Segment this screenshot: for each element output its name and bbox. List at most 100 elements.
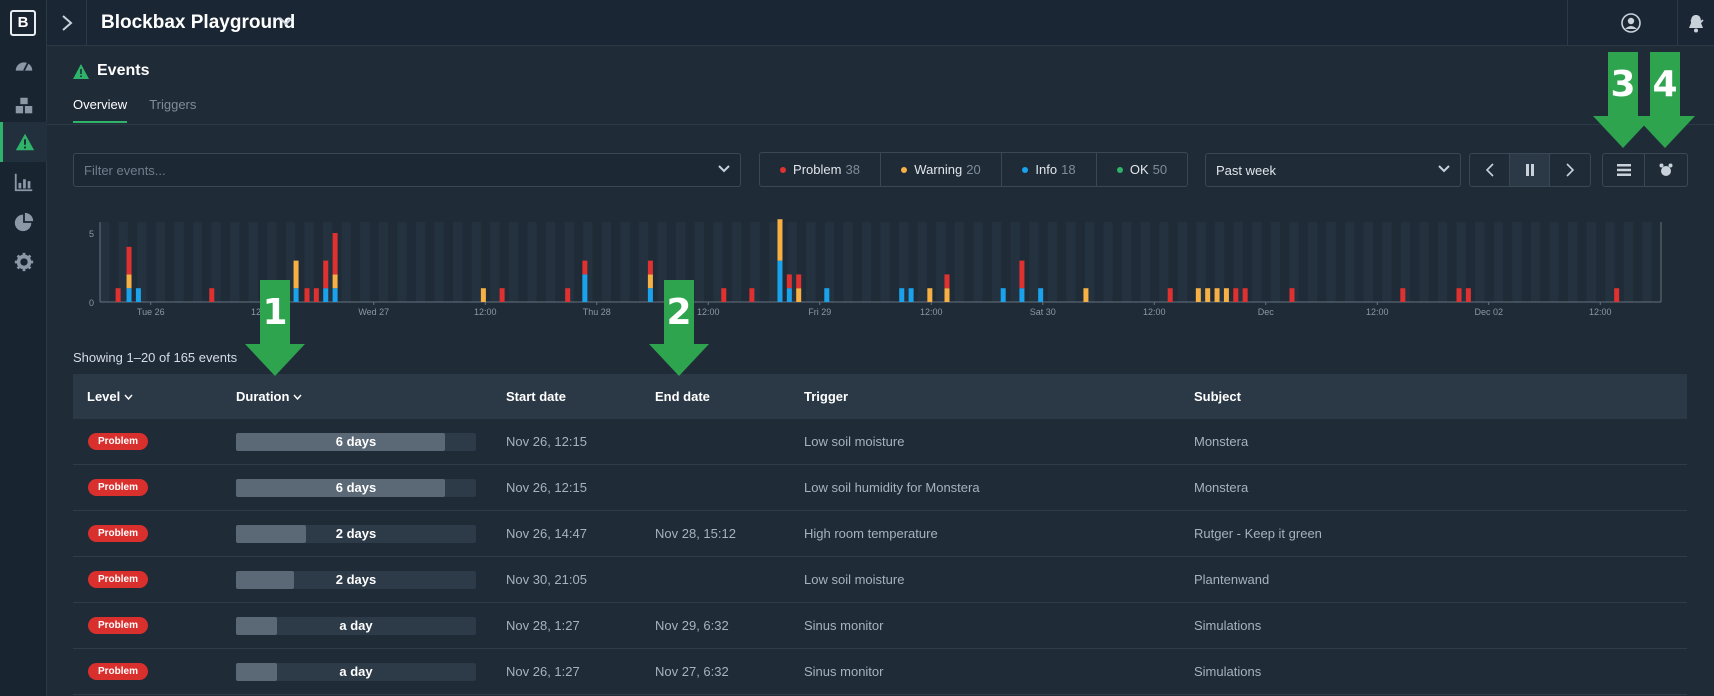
chart-stripe bbox=[248, 222, 258, 302]
level-filter-info[interactable]: Info 18 bbox=[1002, 153, 1097, 186]
bar-problem bbox=[209, 288, 215, 302]
pause-button[interactable] bbox=[1510, 154, 1550, 186]
nav-reports[interactable] bbox=[0, 202, 47, 242]
column-level[interactable]: Level bbox=[87, 389, 133, 404]
column-label: Level bbox=[87, 389, 121, 404]
table-row[interactable]: Problem 2 days Nov 30, 21:05 Low soil mo… bbox=[73, 557, 1687, 603]
duration-bar: 2 days bbox=[236, 525, 476, 543]
chart-stripe bbox=[137, 222, 147, 302]
annotation-number: 3 bbox=[1610, 64, 1635, 105]
list-view-button[interactable] bbox=[1603, 154, 1645, 186]
level-count: 20 bbox=[966, 162, 981, 177]
level-filter-ok[interactable]: OK 50 bbox=[1097, 153, 1187, 186]
end-date: Nov 28, 15:12 bbox=[655, 526, 736, 541]
list-icon bbox=[1616, 164, 1631, 176]
bar-warning bbox=[480, 288, 486, 302]
duration-bar-fill bbox=[236, 617, 277, 635]
annotation-arrow-1: 1 bbox=[245, 280, 305, 376]
filter-events-input[interactable]: Filter events... bbox=[73, 153, 741, 187]
chart-stripe bbox=[899, 222, 909, 302]
previous-period-button[interactable] bbox=[1470, 154, 1510, 186]
chevron-left-icon bbox=[1485, 163, 1494, 177]
chart-stripe bbox=[285, 222, 296, 302]
level-filter-problem[interactable]: Problem 38 bbox=[760, 153, 881, 186]
column-label: Duration bbox=[236, 389, 290, 404]
column-duration[interactable]: Duration bbox=[236, 389, 302, 404]
alarm-view-button[interactable] bbox=[1645, 154, 1687, 186]
start-date: Nov 26, 12:15 bbox=[506, 480, 587, 495]
nav-metrics[interactable] bbox=[0, 162, 47, 202]
subject-name: Rutger - Keep it green bbox=[1194, 526, 1322, 541]
chart-stripe bbox=[1010, 222, 1020, 302]
chart-stripe bbox=[564, 222, 574, 302]
notifications-button[interactable] bbox=[1677, 0, 1714, 46]
bar-warning bbox=[1214, 288, 1220, 302]
nav-subjects[interactable] bbox=[0, 86, 47, 126]
next-period-button[interactable] bbox=[1550, 154, 1590, 186]
table-row[interactable]: Problem 6 days Nov 26, 12:15 Low soil mo… bbox=[73, 419, 1687, 465]
nav-events[interactable] bbox=[0, 122, 47, 162]
chart-stripe bbox=[601, 222, 612, 302]
user-menu[interactable] bbox=[1567, 0, 1704, 46]
blockbax-logo[interactable]: B bbox=[10, 10, 36, 36]
trigger-name: Low soil moisture bbox=[804, 434, 905, 449]
expand-sidebar-button[interactable] bbox=[47, 0, 87, 46]
column-start-date[interactable]: Start date bbox=[506, 389, 566, 404]
duration-label: 2 days bbox=[335, 526, 377, 541]
chart-stripe bbox=[1493, 222, 1504, 302]
start-date: Nov 26, 1:27 bbox=[506, 664, 580, 679]
duration-bar: 6 days bbox=[236, 479, 476, 497]
chart-stripe bbox=[1196, 222, 1206, 302]
column-subject[interactable]: Subject bbox=[1194, 389, 1241, 404]
nav-dashboards[interactable] bbox=[0, 46, 47, 86]
bar-warning bbox=[293, 260, 299, 289]
annotation-number: 2 bbox=[666, 292, 691, 333]
chart-stripe bbox=[527, 222, 537, 302]
chart-stripe bbox=[1326, 222, 1336, 302]
chart-stripe bbox=[1382, 222, 1392, 302]
start-date: Nov 26, 12:15 bbox=[506, 434, 587, 449]
table-header: Level Duration Start date End date Trigg… bbox=[73, 374, 1687, 419]
chart-stripe bbox=[936, 222, 946, 302]
sidebar: B bbox=[0, 0, 47, 696]
chart-stripe bbox=[1400, 222, 1411, 302]
chart-stripe bbox=[583, 222, 593, 302]
bar-problem bbox=[1019, 260, 1025, 289]
chart-stripe bbox=[1029, 222, 1039, 302]
warning-triangle-icon bbox=[73, 63, 89, 79]
bar-problem bbox=[115, 288, 121, 302]
chevron-down-icon bbox=[1438, 165, 1450, 173]
nav-settings[interactable] bbox=[0, 242, 47, 282]
bar-info bbox=[332, 288, 338, 302]
x-tick-label: 12:00 bbox=[1143, 307, 1166, 317]
chart-stripe bbox=[304, 222, 314, 302]
y-tick-label: 5 bbox=[89, 229, 94, 239]
chart-stripe bbox=[1419, 222, 1429, 302]
bar-problem bbox=[721, 288, 727, 302]
table-row[interactable]: Problem 6 days Nov 26, 12:15 Low soil hu… bbox=[73, 465, 1687, 511]
table-row[interactable]: Problem a day Nov 28, 1:27 Nov 29, 6:32 … bbox=[73, 603, 1687, 649]
trigger-name: High room temperature bbox=[804, 526, 938, 541]
bar-info bbox=[1000, 288, 1006, 302]
level-filter-warning[interactable]: Warning 20 bbox=[881, 153, 1002, 186]
header-divider bbox=[47, 124, 1714, 125]
table-row[interactable]: Problem 2 days Nov 26, 14:47 Nov 28, 15:… bbox=[73, 511, 1687, 557]
view-options-group bbox=[1602, 153, 1688, 187]
bar-info bbox=[647, 288, 653, 302]
bar-info bbox=[135, 288, 141, 302]
tab-triggers[interactable]: Triggers bbox=[149, 97, 197, 112]
column-label: Trigger bbox=[804, 389, 849, 404]
time-range-select[interactable]: Past week bbox=[1205, 153, 1461, 187]
x-tick-label: 12:00 bbox=[1366, 307, 1389, 317]
tab-overview[interactable]: Overview bbox=[73, 97, 128, 123]
chevron-down-icon[interactable] bbox=[279, 16, 293, 26]
column-end-date[interactable]: End date bbox=[655, 389, 710, 404]
chart-stripe bbox=[453, 222, 463, 302]
table-row[interactable]: Problem a day Nov 26, 1:27 Nov 27, 6:32 … bbox=[73, 649, 1687, 695]
chart-stripe bbox=[638, 222, 649, 302]
project-title[interactable]: Blockbax Playground bbox=[101, 12, 296, 33]
level-name: OK bbox=[1129, 162, 1149, 177]
gear-icon bbox=[14, 252, 33, 272]
bar-warning bbox=[927, 288, 933, 302]
column-trigger[interactable]: Trigger bbox=[804, 389, 848, 404]
